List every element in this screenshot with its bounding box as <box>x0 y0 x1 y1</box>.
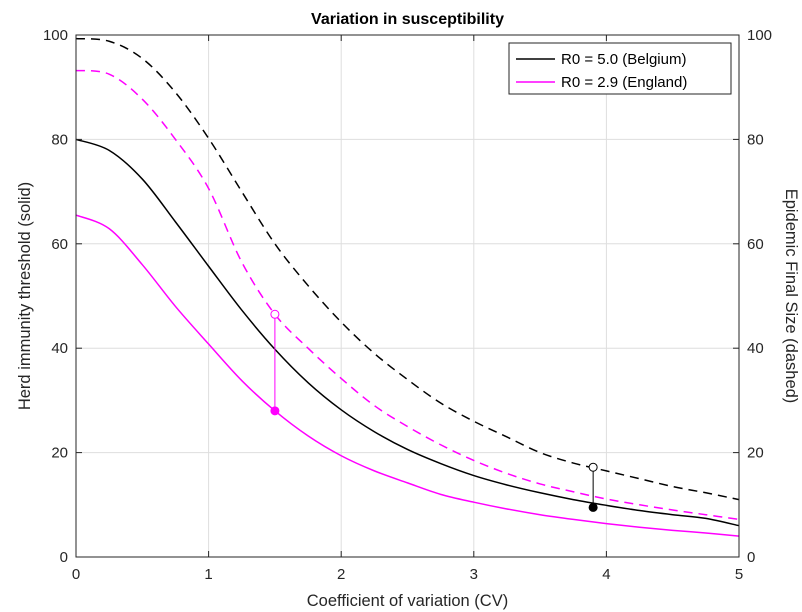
series-line-england-final-size <box>75 69 740 521</box>
x-tick-label: 0 <box>72 566 80 583</box>
x-tick-label: 5 <box>735 566 743 583</box>
y-left-tick-label: 80 <box>51 131 68 148</box>
y-left-tick-label: 0 <box>60 549 68 566</box>
series-line-belgium-final-size <box>75 37 740 501</box>
chart-title: Variation in susceptibility <box>311 11 504 28</box>
series-line-belgium-threshold <box>75 138 740 527</box>
y-left-tick-label: 100 <box>43 27 68 44</box>
series-line-england-threshold <box>75 214 740 537</box>
x-tick-label: 3 <box>470 566 478 583</box>
y-right-tick-label: 60 <box>747 236 764 253</box>
x-tick-label: 2 <box>337 566 345 583</box>
x-tick-label: 4 <box>602 566 610 583</box>
y-right-tick-label: 0 <box>747 549 755 566</box>
marker-threshold-point <box>588 502 598 512</box>
y-left-tick-label: 60 <box>51 236 68 253</box>
marker-final-size-point <box>588 462 598 472</box>
series-layer <box>75 37 740 537</box>
y-right-tick-label: 20 <box>747 445 764 462</box>
y-left-tick-label: 20 <box>51 445 68 462</box>
x-tick-label: 1 <box>204 566 212 583</box>
marker-layer <box>270 309 598 512</box>
marker-final-size-point <box>270 309 280 319</box>
plot-area-frame <box>75 34 740 558</box>
y-axis-left-title: Herd immunity threshold (solid) <box>16 182 34 410</box>
y-right-tick-label: 100 <box>747 27 772 44</box>
y-axis-right-title: Epidemic Final Size (dashed) <box>782 189 800 404</box>
y-left-tick-label: 40 <box>51 340 68 357</box>
y-right-tick-label: 80 <box>747 131 764 148</box>
legend-label-belgium: R0 = 5.0 (Belgium) <box>561 51 686 68</box>
legend-box <box>508 42 732 95</box>
x-axis-title: Coefficient of variation (CV) <box>307 592 508 610</box>
legend: R0 = 5.0 (Belgium) R0 = 2.9 (England) <box>508 42 732 95</box>
marker-threshold-point <box>270 406 280 416</box>
legend-label-england: R0 = 2.9 (England) <box>561 74 687 91</box>
grid <box>75 34 740 558</box>
y-right-tick-label: 40 <box>747 340 764 357</box>
